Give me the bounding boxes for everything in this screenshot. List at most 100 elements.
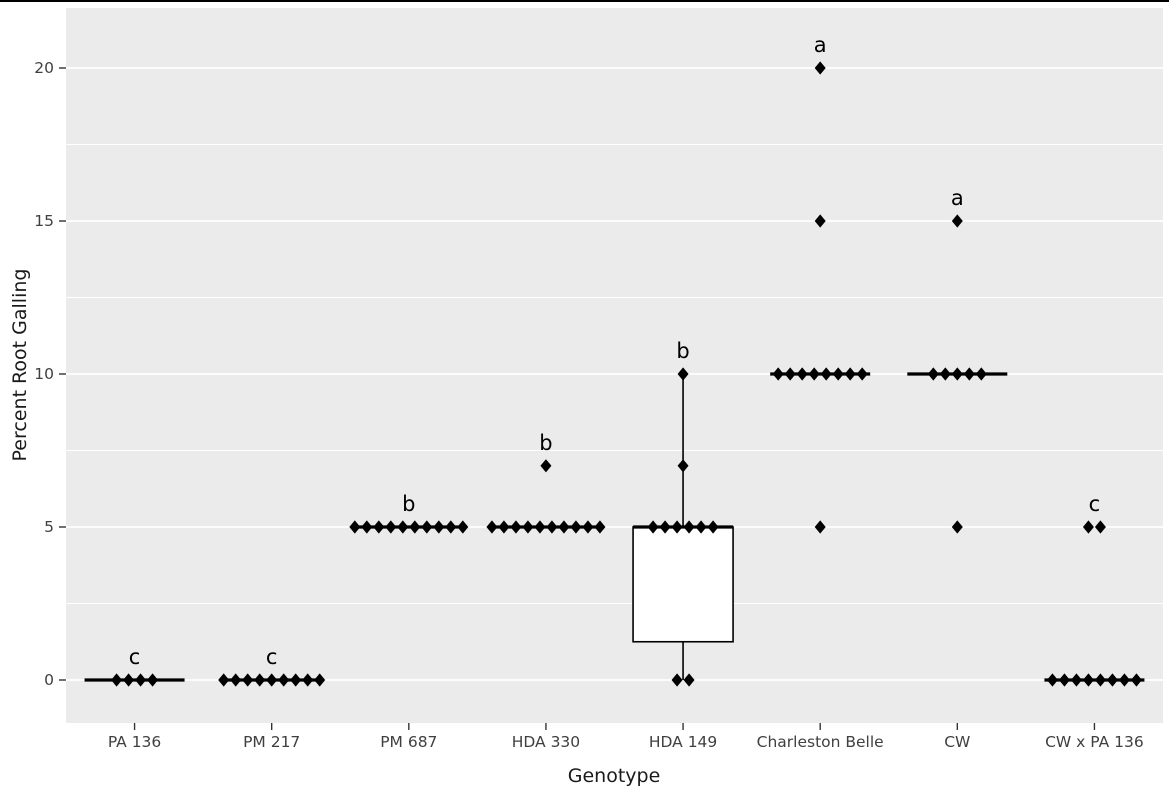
x-tick-label: HDA 149 (649, 733, 717, 751)
data-point-diamond (784, 367, 796, 381)
plot-panel (66, 8, 1163, 723)
data-point-diamond (856, 367, 868, 381)
data-point-diamond (397, 520, 409, 534)
data-point-diamond (230, 673, 242, 687)
data-point-diamond (677, 459, 689, 473)
y-tick-label: 5 (44, 518, 54, 536)
data-point-diamond (540, 459, 552, 473)
data-point-diamond (707, 520, 719, 534)
data-point-diamond (421, 520, 433, 534)
data-point-diamond (1082, 520, 1094, 534)
data-point-diamond (832, 367, 844, 381)
data-point-diamond (814, 520, 826, 534)
data-point-diamond (1106, 673, 1118, 687)
data-point-diamond (409, 520, 421, 534)
significance-letter: a (814, 33, 827, 57)
data-point-diamond (772, 367, 784, 381)
data-point-diamond (349, 520, 361, 534)
figure-top-border (0, 0, 1169, 2)
data-point-diamond (951, 520, 963, 534)
data-point-diamond (1070, 673, 1082, 687)
data-point-diamond (486, 520, 498, 534)
y-tick-label: 0 (44, 671, 54, 689)
data-point-diamond (302, 673, 314, 687)
data-point-diamond (1046, 673, 1058, 687)
x-tick-label: PM 217 (243, 733, 300, 751)
data-point-diamond (1082, 673, 1094, 687)
data-point-diamond (820, 367, 832, 381)
significance-letter: c (266, 645, 278, 669)
data-point-diamond (671, 520, 683, 534)
x-tick-label: CW x PA 136 (1045, 733, 1144, 751)
data-point-diamond (814, 214, 826, 228)
data-point-diamond (1058, 673, 1070, 687)
data-point-diamond (814, 61, 826, 75)
x-tick-label: HDA 330 (512, 733, 580, 751)
data-point-diamond (445, 520, 457, 534)
data-point-diamond (1094, 520, 1106, 534)
significance-letter: c (129, 645, 141, 669)
data-point-diamond (659, 520, 671, 534)
data-point-diamond (266, 673, 278, 687)
x-tick-label: CW (944, 733, 970, 751)
data-point-diamond (844, 367, 856, 381)
data-point-diamond (278, 673, 290, 687)
x-tick-label: Charleston Belle (757, 733, 884, 751)
data-point-diamond (290, 673, 302, 687)
y-tick-label: 15 (34, 212, 54, 230)
data-point-diamond (594, 520, 606, 534)
data-point-diamond (111, 673, 123, 687)
data-point-diamond (135, 673, 147, 687)
data-point-diamond (254, 673, 266, 687)
y-tick-label: 10 (34, 365, 54, 383)
data-point-diamond (796, 367, 808, 381)
data-point-diamond (975, 367, 987, 381)
data-point-diamond (558, 520, 570, 534)
data-point-diamond (671, 673, 683, 687)
data-point-diamond (147, 673, 159, 687)
data-point-diamond (510, 520, 522, 534)
significance-letter: b (402, 492, 415, 516)
significance-letter: a (951, 186, 964, 210)
data-point-diamond (433, 520, 445, 534)
data-point-diamond (570, 520, 582, 534)
significance-letter: b (539, 431, 552, 455)
data-point-diamond (123, 673, 135, 687)
data-point-diamond (683, 520, 695, 534)
data-point-diamond (314, 673, 326, 687)
box (632, 526, 734, 643)
data-point-diamond (242, 673, 254, 687)
data-point-diamond (457, 520, 469, 534)
data-point-diamond (361, 520, 373, 534)
data-point-diamond (927, 367, 939, 381)
data-point-diamond (951, 214, 963, 228)
y-axis-title: Percent Root Galling (9, 268, 31, 462)
significance-letter: b (676, 339, 689, 363)
data-point-diamond (939, 367, 951, 381)
data-point-diamond (1118, 673, 1130, 687)
data-point-diamond (534, 520, 546, 534)
data-point-diamond (373, 520, 385, 534)
data-point-diamond (677, 367, 689, 381)
data-point-diamond (546, 520, 558, 534)
data-point-diamond (1130, 673, 1142, 687)
significance-letter: c (1089, 492, 1101, 516)
data-point-diamond (498, 520, 510, 534)
data-point-diamond (695, 520, 707, 534)
data-point-diamond (647, 520, 659, 534)
data-point-diamond (1094, 673, 1106, 687)
x-tick-label: PM 687 (380, 733, 437, 751)
data-point-diamond (522, 520, 534, 534)
data-point-diamond (582, 520, 594, 534)
x-tick-label: PA 136 (108, 733, 161, 751)
data-point-diamond (808, 367, 820, 381)
data-point-diamond (385, 520, 397, 534)
data-point-diamond (218, 673, 230, 687)
y-tick-label: 20 (34, 59, 54, 77)
data-point-diamond (683, 673, 695, 687)
data-point-diamond (951, 367, 963, 381)
data-point-diamond (963, 367, 975, 381)
x-axis-title: Genotype (567, 765, 661, 787)
